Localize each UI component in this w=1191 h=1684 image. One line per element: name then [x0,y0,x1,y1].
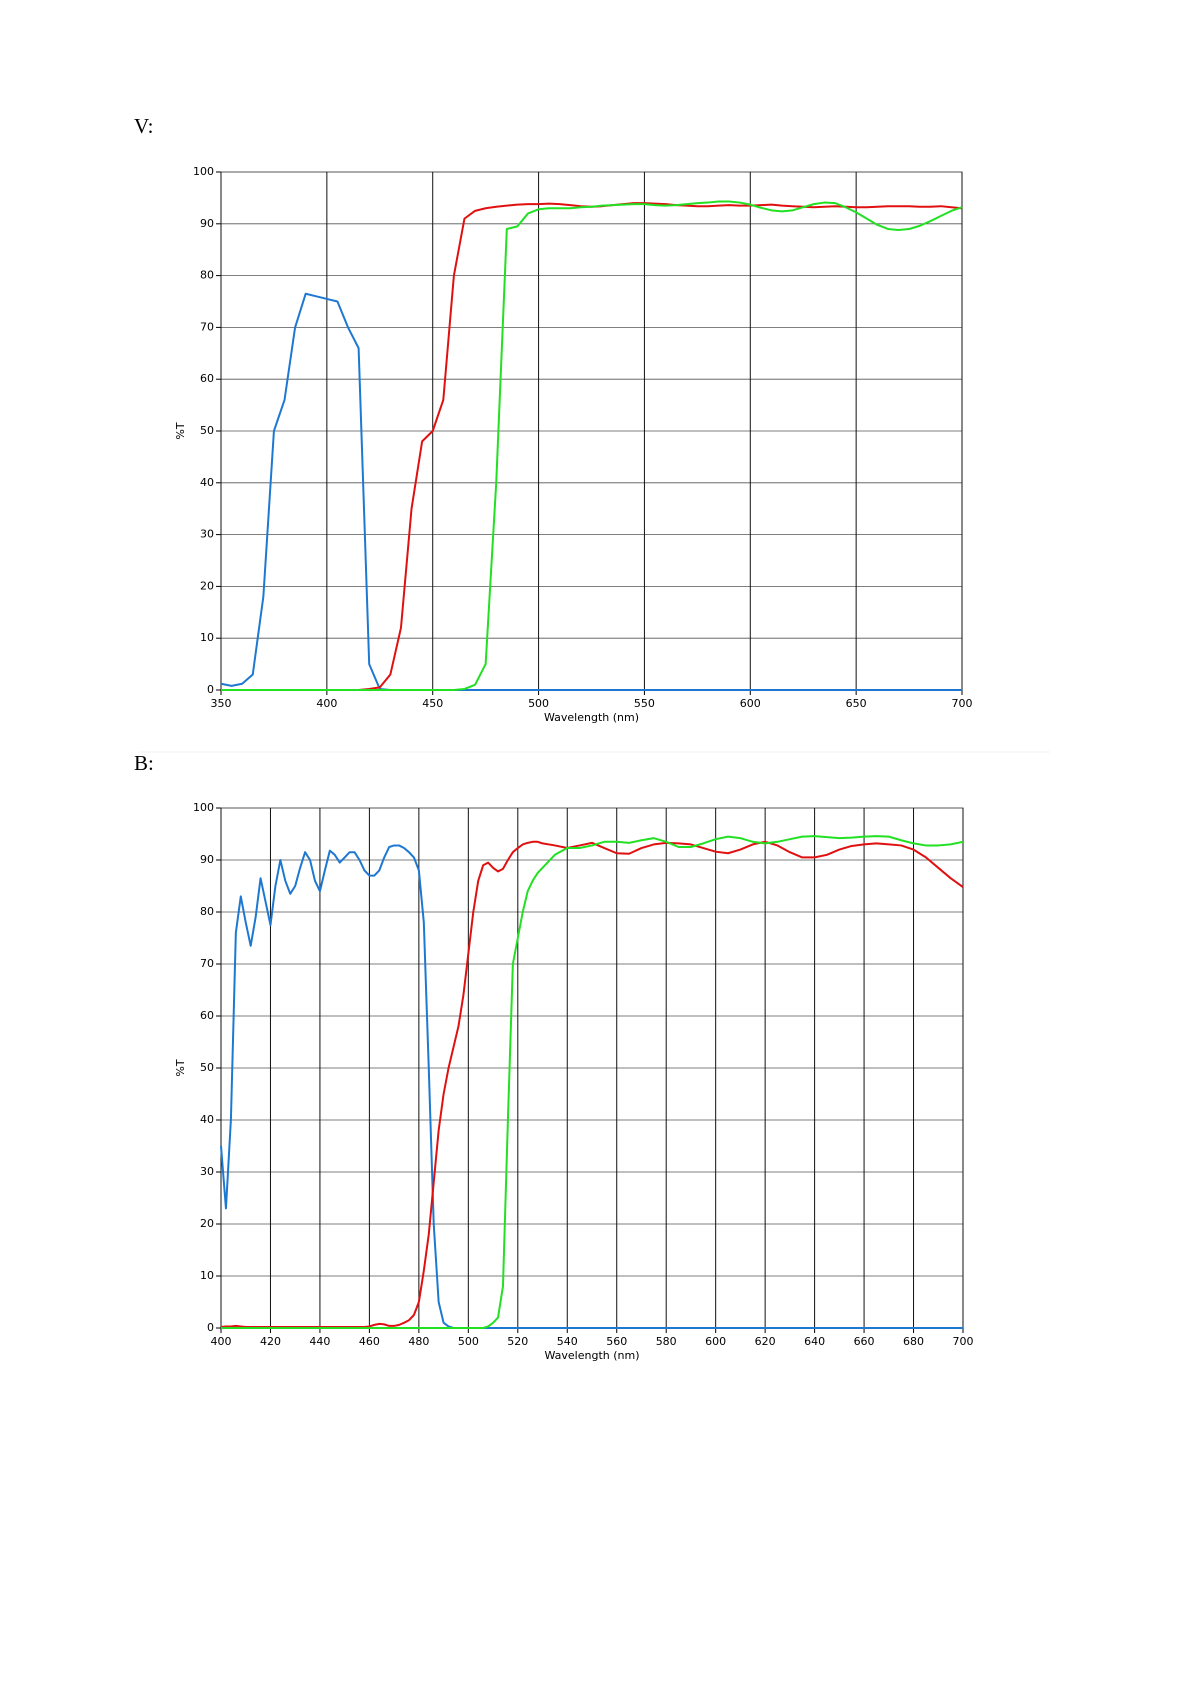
x-tick-label: 440 [309,1335,330,1348]
y-tick-label: 100 [193,801,214,814]
y-tick-label: 60 [200,372,214,385]
x-tick-label: 660 [854,1335,875,1348]
x-tick-label: 400 [316,697,337,710]
y-tick-label: 70 [200,320,214,333]
x-tick-label: 540 [557,1335,578,1348]
x-axis-label: Wavelength (nm) [544,1349,639,1362]
x-tick-label: 550 [634,697,655,710]
x-tick-label: 650 [846,697,867,710]
y-tick-label: 20 [200,579,214,592]
series-line [221,835,964,1329]
y-tick-label: 60 [200,1009,214,1022]
y-tick-label: 50 [200,1061,214,1074]
y-tick-label: 70 [200,957,214,970]
y-tick-label: 80 [200,269,214,282]
x-tick-label: 560 [606,1335,627,1348]
y-tick-label: 20 [200,1217,214,1230]
x-tick-label: 600 [740,697,761,710]
y-axis-label: %T [174,1059,187,1076]
y-tick-label: 10 [200,631,214,644]
y-tick-label: 40 [200,476,214,489]
chart-title: V: [134,114,153,138]
series-line [221,200,963,691]
x-tick-label: 580 [656,1335,677,1348]
x-tick-label: 700 [953,1335,974,1348]
x-tick-label: 600 [705,1335,726,1348]
x-tick-label: 350 [211,697,232,710]
x-tick-label: 680 [903,1335,924,1348]
y-tick-label: 0 [207,1321,214,1334]
x-tick-label: 500 [528,697,549,710]
y-tick-label: 0 [207,683,214,696]
x-tick-label: 400 [211,1335,232,1348]
x-tick-label: 500 [458,1335,479,1348]
y-tick-label: 100 [193,165,214,178]
x-tick-label: 450 [422,697,443,710]
x-tick-label: 700 [952,697,973,710]
y-tick-label: 90 [200,217,214,230]
series-line [220,292,962,691]
y-tick-label: 50 [200,424,214,437]
y-tick-label: 30 [200,528,214,541]
y-tick-label: 10 [200,1269,214,1282]
x-axis-label: Wavelength (nm) [544,711,639,724]
x-tick-label: 640 [804,1335,825,1348]
y-tick-label: 40 [200,1113,214,1126]
y-axis-label: %T [174,422,187,439]
x-tick-label: 480 [408,1335,429,1348]
y-tick-label: 90 [200,853,214,866]
x-tick-label: 420 [260,1335,281,1348]
x-tick-label: 460 [359,1335,380,1348]
chart-title: B: [134,751,154,775]
y-tick-label: 30 [200,1165,214,1178]
x-tick-label: 520 [507,1335,528,1348]
y-tick-label: 80 [200,905,214,918]
x-tick-label: 620 [755,1335,776,1348]
